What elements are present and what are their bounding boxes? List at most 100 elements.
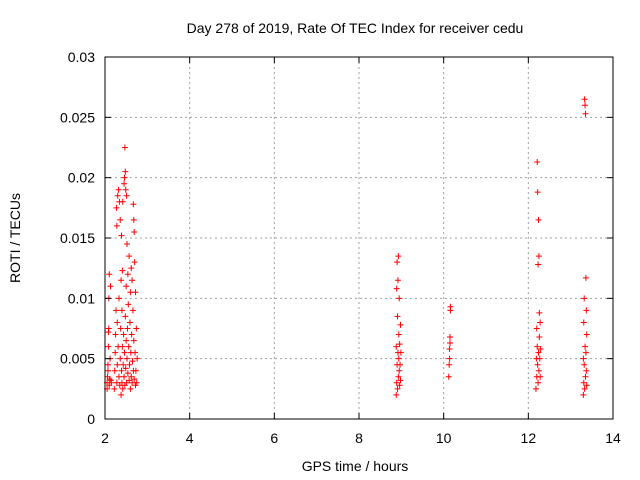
data-point	[396, 367, 403, 374]
data-point	[534, 189, 541, 196]
data-point	[128, 331, 135, 338]
data-point	[120, 361, 127, 368]
data-point	[393, 343, 400, 350]
data-point	[131, 228, 138, 235]
data-point	[447, 333, 454, 340]
data-point	[106, 376, 113, 383]
data-point	[126, 319, 133, 326]
data-point	[535, 379, 542, 386]
data-point	[124, 370, 131, 377]
data-point	[127, 289, 134, 296]
data-point	[535, 349, 542, 356]
data-point	[114, 361, 121, 368]
data-point	[129, 358, 136, 365]
data-point	[397, 377, 404, 384]
y-tick-label: 0.015	[60, 230, 95, 246]
data-point	[126, 361, 133, 368]
data-point	[121, 144, 128, 151]
data-point	[119, 267, 126, 274]
data-point	[535, 216, 542, 223]
data-point	[535, 367, 542, 374]
data-point	[447, 339, 454, 346]
data-point	[118, 307, 125, 314]
data-point	[118, 277, 125, 284]
data-point	[121, 349, 128, 356]
y-axis-ticks: 0 0.005 0.01 0.015 0.02 0.025 0.03	[60, 49, 613, 427]
data-point	[581, 385, 588, 392]
data-point	[536, 355, 543, 362]
chart-title: Day 278 of 2019, Rate Of TEC Index for r…	[187, 20, 524, 36]
data-point	[122, 186, 129, 193]
data-point	[113, 307, 120, 314]
data-point	[104, 361, 111, 368]
data-point	[117, 355, 124, 362]
data-point	[445, 373, 452, 380]
x-axis-ticks: 2 4 6 8 10 12 14	[101, 57, 621, 446]
data-point	[127, 385, 134, 392]
data-point	[118, 232, 125, 239]
data-point	[107, 283, 114, 290]
data-point	[583, 307, 590, 314]
data-point	[132, 289, 139, 296]
data-point	[582, 102, 589, 109]
data-point	[580, 319, 587, 326]
data-point	[117, 216, 124, 223]
data-point	[129, 307, 136, 314]
data-point	[112, 349, 119, 356]
data-point	[114, 319, 121, 326]
x-axis-label: GPS time / hours	[302, 458, 409, 474]
data-point	[121, 373, 128, 380]
data-point	[105, 325, 112, 332]
data-point	[395, 331, 402, 338]
data-point	[582, 274, 589, 281]
data-point	[123, 337, 130, 344]
data-point	[537, 319, 544, 326]
data-point	[123, 283, 130, 290]
data-point	[534, 158, 541, 165]
data-point	[117, 325, 124, 332]
data-point	[537, 373, 544, 380]
data-point	[118, 391, 125, 398]
data-point	[397, 361, 404, 368]
data-point	[128, 265, 135, 272]
y-tick-label: 0	[87, 411, 95, 427]
data-point	[131, 376, 138, 383]
data-point	[108, 379, 115, 386]
grid-lines	[105, 57, 613, 419]
data-point	[446, 355, 453, 362]
data-point	[583, 367, 590, 374]
data-point	[535, 253, 542, 260]
data-point	[397, 349, 404, 356]
y-tick-label: 0.025	[60, 109, 95, 125]
data-point	[582, 110, 589, 117]
data-point	[580, 391, 587, 398]
data-point	[130, 216, 137, 223]
x-tick-label: 8	[355, 430, 363, 446]
data-point	[582, 349, 589, 356]
data-point	[125, 343, 132, 350]
data-point	[126, 253, 133, 260]
data-point	[447, 303, 454, 310]
data-point	[111, 367, 118, 374]
data-point	[119, 385, 126, 392]
data-point	[122, 365, 129, 372]
data-point	[115, 373, 122, 380]
x-tick-label: 12	[521, 430, 537, 446]
data-point	[134, 355, 141, 362]
data-point	[121, 174, 128, 181]
y-tick-label: 0.01	[68, 290, 95, 306]
data-point	[119, 198, 126, 205]
data-point	[395, 253, 402, 260]
data-point	[118, 367, 125, 374]
data-point	[396, 341, 403, 348]
data-point	[133, 325, 140, 332]
data-point	[130, 337, 137, 344]
data-point	[395, 355, 402, 362]
data-point	[115, 186, 122, 193]
y-tick-label: 0.03	[68, 49, 95, 65]
data-point	[121, 180, 128, 187]
data-point	[105, 343, 112, 350]
data-point	[122, 313, 129, 320]
x-tick-label: 14	[605, 430, 621, 446]
